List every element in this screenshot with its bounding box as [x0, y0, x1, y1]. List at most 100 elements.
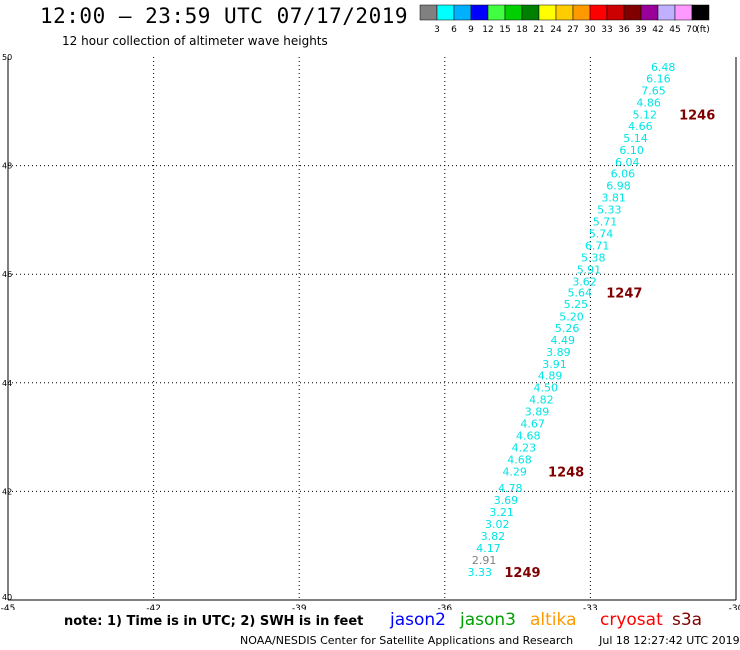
x-tick-label: -39	[292, 604, 307, 610]
wave-height-label: 3.89	[525, 406, 550, 419]
pass-number-label: 1246	[679, 109, 715, 124]
color-scale-tick-label: 27	[567, 25, 578, 35]
legend-s3a: s3a	[672, 610, 703, 630]
color-scale-tick-label: 33	[601, 25, 612, 35]
legend-cryosat: cryosat	[600, 610, 663, 630]
wave-height-label: 7.65	[641, 85, 666, 98]
satellite-legend: note: 1) Time is in UTC; 2) SWH is in fe…	[60, 610, 740, 634]
wave-height-label: 4.82	[529, 394, 554, 407]
page-subtitle: 12 hour collection of altimeter wave hei…	[62, 34, 328, 48]
wave-height-label: 6.48	[651, 61, 676, 74]
wave-height-label: 4.50	[533, 382, 558, 395]
wave-height-label: 4.17	[476, 542, 501, 555]
pass-number-label: 1247	[606, 287, 642, 302]
footer-credit: NOAA/NESDIS Center for Satellite Applica…	[240, 634, 574, 647]
y-tick-label: 42	[2, 487, 12, 496]
wave-height-label: 6.04	[615, 156, 640, 169]
wave-height-label: 4.66	[628, 120, 653, 133]
color-swatch	[589, 4, 608, 21]
wave-height-label: 3.81	[601, 192, 626, 205]
wave-height-label: 3.91	[542, 358, 567, 371]
x-tick-label: -45	[1, 604, 16, 610]
wave-height-label: 4.78	[498, 482, 523, 495]
color-scale-tick-label: 70	[686, 25, 698, 35]
x-tick-label: -36	[437, 604, 452, 610]
wave-height-label: 5.20	[559, 311, 584, 324]
color-swatch	[504, 4, 523, 21]
wave-height-label: 3.82	[481, 530, 506, 543]
wave-height-label: 2.91	[472, 554, 497, 567]
color-scale-unit: (ft)	[696, 25, 710, 35]
pass-number-label: 1249	[504, 566, 540, 581]
x-tick-label: -33	[583, 604, 598, 610]
color-scale-legend: 3 6 9 12 15 18 21 24 27 30 33 36 39 42 45 70(ft)	[419, 4, 710, 35]
wave-height-label: 5.38	[581, 251, 606, 264]
wave-height-label: 4.23	[512, 441, 537, 454]
legend-jason2: jason2	[390, 610, 446, 630]
color-scale-tick-label: 12	[482, 25, 493, 35]
color-scale-tick-label: 24	[550, 25, 562, 35]
wave-height-label: 4.49	[550, 334, 575, 347]
wave-height-label: 4.67	[520, 418, 545, 431]
color-scale-tick-label: 21	[533, 25, 544, 35]
color-swatch	[640, 4, 659, 21]
wave-height-label: 5.14	[623, 132, 648, 145]
footer: NOAA/NESDIS Center for Satellite Applica…	[240, 634, 740, 647]
color-scale-tick-label: 3	[434, 25, 440, 35]
wave-height-label: 5.91	[577, 263, 602, 276]
wave-height-label: 6.06	[611, 168, 636, 181]
wave-height-labels: 6.486.167.654.865.124.665.146.106.046.06…	[467, 61, 675, 579]
color-swatch	[436, 4, 455, 21]
color-swatch	[487, 4, 506, 21]
color-scale-tick-label: 42	[652, 25, 663, 35]
wave-height-label: 5.74	[589, 227, 614, 240]
color-swatch	[657, 4, 676, 21]
footer-timestamp: Jul 18 12:27:42 UTC 2019	[599, 634, 740, 647]
color-swatch	[623, 4, 642, 21]
legend-jason3: jason3	[460, 610, 516, 630]
color-scale-tick-label: 30	[584, 25, 596, 35]
legend-altika: altika	[530, 610, 577, 630]
wave-height-label: 4.68	[516, 429, 541, 442]
pass-number-label: 1248	[548, 465, 584, 480]
color-swatch	[470, 4, 489, 21]
altimeter-chart: 3 6 9 12 15 18 21 24 27 30 33 36 39 42 45 70(ft) -45 -42…	[1, 4, 740, 610]
color-swatch	[453, 4, 472, 21]
color-scale-tick-label: 36	[618, 25, 630, 35]
wave-height-label: 3.69	[494, 494, 519, 507]
y-tick-label: 48	[2, 162, 12, 171]
wave-height-label: 4.68	[507, 453, 532, 466]
color-scale-tick-label: 15	[499, 25, 510, 35]
color-swatch	[521, 4, 540, 21]
wave-height-label: 6.71	[585, 239, 610, 252]
wave-height-label: 3.21	[489, 506, 514, 519]
color-swatch	[606, 4, 625, 21]
color-scale-tick-label: 18	[516, 25, 528, 35]
wave-height-label: 3.62	[572, 275, 597, 288]
wave-height-label: 3.02	[485, 518, 510, 531]
color-swatch	[419, 4, 438, 21]
y-tick-label: 46	[2, 270, 12, 279]
wave-height-label: 5.71	[593, 216, 618, 229]
x-tick-label: -42	[146, 604, 161, 610]
wave-height-label: 4.89	[538, 370, 563, 383]
page-title: 12:00 — 23:59 UTC 07/17/2019	[40, 4, 409, 28]
wave-height-label: 5.33	[597, 204, 622, 217]
wave-height-label: 4.86	[636, 97, 661, 110]
wave-height-label: 6.10	[619, 144, 644, 157]
note-text: note: 1) Time is in UTC; 2) SWH is in fe…	[64, 614, 364, 629]
wave-height-label: 6.98	[606, 180, 631, 193]
color-scale-tick-label: 9	[468, 25, 474, 35]
color-swatch	[555, 4, 574, 21]
color-swatch	[538, 4, 557, 21]
y-tick-label: 40	[2, 593, 12, 602]
chart-axes: -45 -42 -39 -36 -33 -30 40 42 44 46 48 50	[1, 53, 740, 610]
x-tick-label: -30	[729, 604, 740, 610]
y-tick-label: 50	[2, 53, 12, 62]
color-scale-tick-label: 39	[635, 25, 647, 35]
wave-height-label: 5.64	[567, 287, 592, 300]
wave-height-label: 5.25	[564, 298, 589, 311]
wave-height-label: 3.33	[467, 566, 492, 579]
wave-height-label: 5.26	[555, 322, 580, 335]
color-scale-tick-label: 45	[669, 25, 680, 35]
